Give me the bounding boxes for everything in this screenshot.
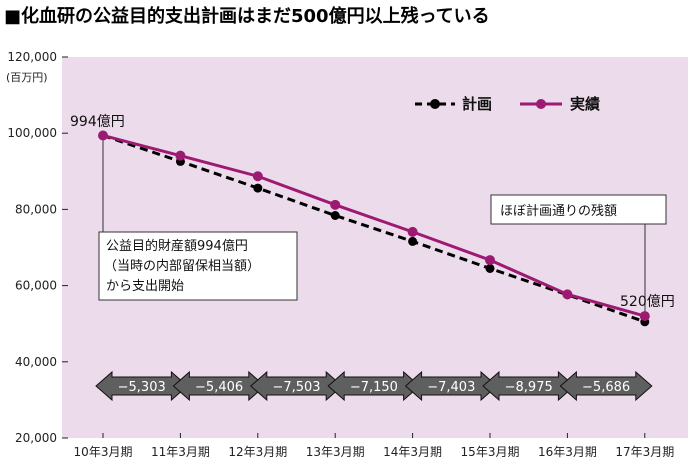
end-note-box bbox=[490, 194, 667, 225]
end-value-label: 520億円 bbox=[620, 294, 675, 310]
x-tick-label: 12年3月期 bbox=[228, 445, 287, 459]
start-note-line-2: （当時の内部留保相当額） bbox=[104, 258, 260, 274]
plan-point bbox=[253, 183, 263, 193]
actual-point bbox=[407, 226, 418, 237]
y-tick-label: 80,000 bbox=[15, 202, 57, 216]
start-note-box bbox=[98, 231, 298, 301]
yearly-change-arrows: −5,303 −5,406 −7,503 −7,150 −7,403 −8,975 −5,6… bbox=[95, 370, 653, 402]
x-tick-label: 11年3月期 bbox=[151, 445, 210, 459]
x-tick-label: 14年3月期 bbox=[383, 445, 442, 459]
series-lines bbox=[98, 130, 650, 327]
y-tick-label: 20,000 bbox=[15, 431, 57, 445]
y-tick-label: 60,000 bbox=[15, 279, 57, 293]
start-note-line-3: から支出開始 bbox=[106, 279, 184, 294]
yearly-change-label: −7,150 bbox=[350, 380, 398, 395]
x-axis: 10年3月期 11年3月期 12年3月期 13年3月期 14年3月期 15年3月期 16年3… bbox=[74, 433, 674, 459]
y-tick-label: 120,000 bbox=[7, 50, 57, 64]
plan-point bbox=[330, 210, 340, 220]
y-tick-label: 100,000 bbox=[7, 126, 57, 140]
end-note-text: ほぼ計画通りの残額 bbox=[500, 203, 617, 219]
legend-plan-label: 計画 bbox=[462, 95, 492, 113]
actual-point bbox=[330, 199, 341, 210]
plan-point bbox=[485, 263, 495, 273]
x-tick-label: 13年3月期 bbox=[306, 445, 365, 459]
legend: 計画 実績 bbox=[415, 95, 600, 113]
x-tick-label: 17年3月期 bbox=[615, 445, 674, 459]
yearly-change-label: −5,686 bbox=[582, 380, 630, 395]
actual-point bbox=[98, 130, 108, 141]
y-axis: 20,000 40,000 60,000 80,000 100,000 120,000 bbox=[7, 50, 68, 445]
start-value-label: 994億円 bbox=[70, 114, 125, 130]
x-tick-label: 15年3月期 bbox=[461, 445, 520, 459]
yearly-change-label: −5,303 bbox=[118, 380, 166, 395]
callouts: 公益目的財産額994億円 （当時の内部留保相当額） から支出開始 994億円 ほ… bbox=[70, 114, 675, 316]
yearly-change-label: −5,406 bbox=[195, 380, 243, 395]
actual-point bbox=[175, 150, 186, 161]
y-axis-unit: (百万円) bbox=[6, 71, 48, 84]
chart-title: ■化血研の公益目的支出計画はまだ500億円以上残っている bbox=[4, 5, 490, 27]
yearly-change-label: −8,975 bbox=[505, 380, 553, 395]
x-tick-label: 16年3月期 bbox=[538, 445, 597, 459]
yearly-change-arrow bbox=[559, 370, 653, 402]
actual-point bbox=[485, 255, 495, 266]
y-tick-label: 40,000 bbox=[15, 355, 57, 369]
plan-point bbox=[408, 236, 418, 246]
legend-actual-label: 実績 bbox=[570, 95, 600, 113]
legend-plan-marker bbox=[430, 99, 440, 109]
actual-point bbox=[562, 289, 573, 300]
yearly-change-label: −7,403 bbox=[427, 380, 475, 395]
actual-line bbox=[102, 134, 646, 318]
actual-point bbox=[639, 311, 650, 322]
plan-line bbox=[102, 134, 646, 324]
legend-actual-marker bbox=[536, 99, 546, 109]
start-note-line-1: 公益目的財産額994億円 bbox=[106, 238, 248, 254]
actual-point bbox=[252, 171, 263, 182]
x-tick-label: 10年3月期 bbox=[74, 445, 133, 459]
yearly-change-label: −7,503 bbox=[272, 380, 320, 395]
